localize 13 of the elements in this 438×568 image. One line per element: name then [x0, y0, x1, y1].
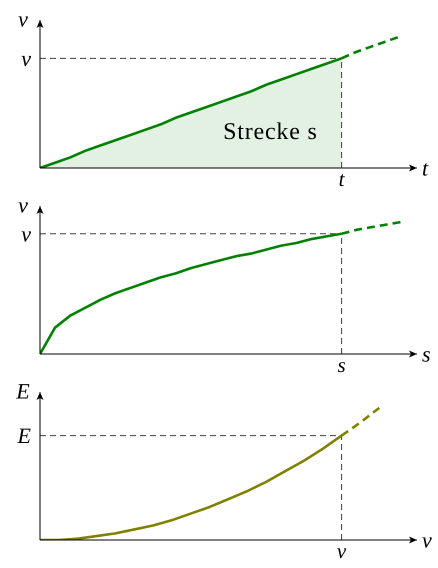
- y-axis-title: E: [15, 378, 30, 404]
- x-axis-title: v: [422, 528, 432, 552]
- x-axis-title: t: [422, 156, 429, 180]
- ref-line-label: v: [21, 221, 32, 246]
- y-axis-title: v: [18, 6, 28, 32]
- text: s: [338, 353, 346, 378]
- x-axis-title: s: [422, 342, 431, 366]
- ref-line-label: v: [21, 46, 32, 71]
- annotation: Strecke s: [223, 119, 318, 145]
- y-axis-title: v: [18, 192, 28, 218]
- text: t: [338, 167, 345, 192]
- text: v: [336, 539, 346, 564]
- ref-line-label: E: [16, 423, 32, 448]
